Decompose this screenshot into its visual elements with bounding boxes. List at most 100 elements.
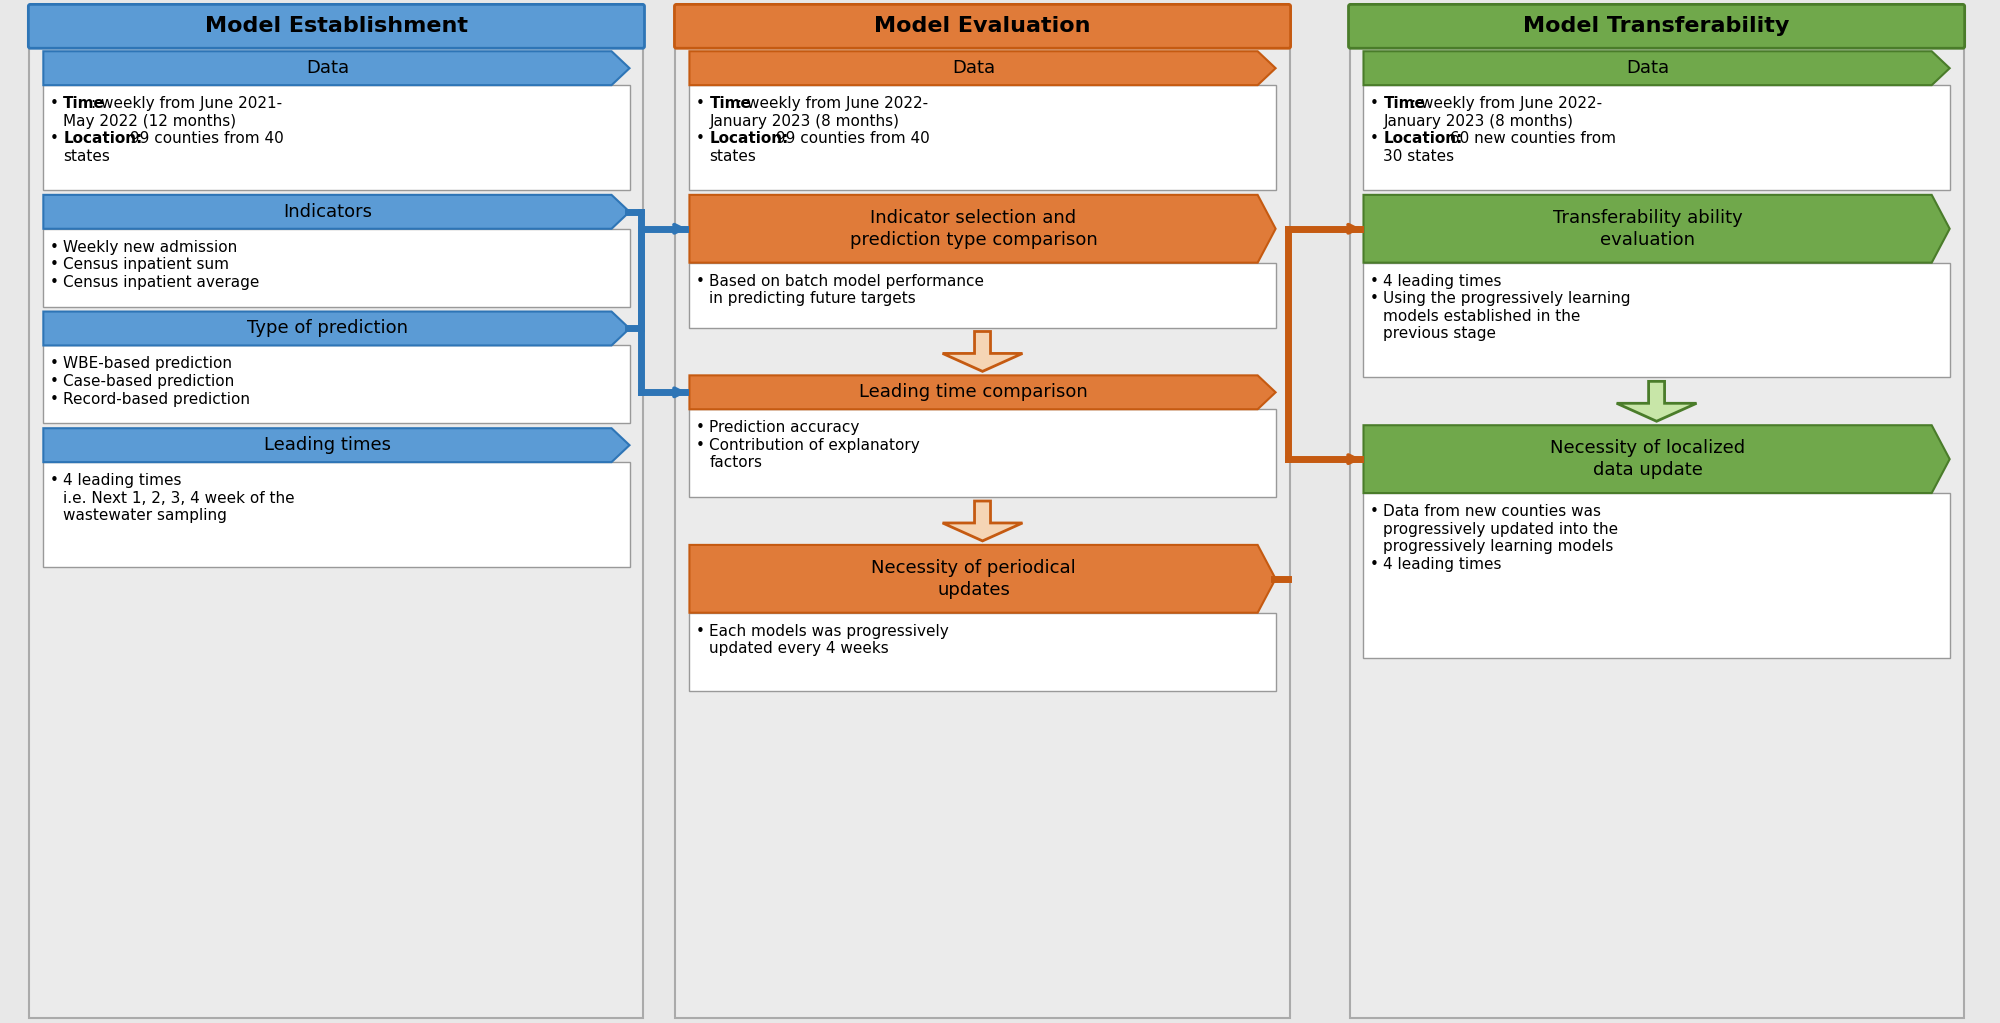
- FancyBboxPatch shape: [1348, 4, 1964, 48]
- Text: 60 new counties from: 60 new counties from: [1444, 131, 1616, 146]
- Text: Record-based prediction: Record-based prediction: [64, 392, 250, 406]
- Text: •: •: [1370, 292, 1378, 306]
- Text: Model Evaluation: Model Evaluation: [874, 16, 1090, 37]
- Text: Model Establishment: Model Establishment: [204, 16, 468, 37]
- Text: updated every 4 weeks: updated every 4 weeks: [710, 641, 890, 656]
- Polygon shape: [44, 429, 630, 462]
- Text: •: •: [50, 239, 58, 255]
- FancyBboxPatch shape: [690, 409, 1276, 497]
- FancyBboxPatch shape: [44, 462, 630, 567]
- Text: •: •: [50, 374, 58, 389]
- Text: Contribution of explanatory: Contribution of explanatory: [710, 438, 920, 453]
- Text: January 2023 (8 months): January 2023 (8 months): [1384, 114, 1574, 129]
- Text: Necessity of localized
data update: Necessity of localized data update: [1550, 439, 1746, 479]
- Text: Model Transferability: Model Transferability: [1524, 16, 1790, 37]
- Text: 4 leading times: 4 leading times: [64, 473, 182, 488]
- Text: : weekly from June 2021-: : weekly from June 2021-: [90, 96, 282, 112]
- Text: Data from new counties was: Data from new counties was: [1384, 504, 1602, 519]
- Text: 4 leading times: 4 leading times: [1384, 273, 1502, 288]
- FancyBboxPatch shape: [30, 5, 644, 1018]
- Polygon shape: [942, 331, 1022, 371]
- Text: Type of prediction: Type of prediction: [246, 319, 408, 338]
- Text: Time: Time: [1384, 96, 1426, 112]
- Text: wastewater sampling: wastewater sampling: [64, 508, 228, 523]
- FancyBboxPatch shape: [690, 85, 1276, 190]
- Text: Location:: Location:: [64, 131, 142, 146]
- FancyBboxPatch shape: [44, 229, 630, 307]
- FancyBboxPatch shape: [28, 4, 644, 48]
- Text: •: •: [1370, 131, 1378, 146]
- Text: Time: Time: [710, 96, 752, 112]
- Text: progressively updated into the: progressively updated into the: [1384, 522, 1618, 537]
- Text: Location:: Location:: [1384, 131, 1462, 146]
- Text: January 2023 (8 months): January 2023 (8 months): [710, 114, 900, 129]
- Text: Census inpatient sum: Census inpatient sum: [64, 258, 230, 272]
- Polygon shape: [690, 51, 1276, 85]
- Polygon shape: [942, 501, 1022, 541]
- Text: 99 counties from 40: 99 counties from 40: [770, 131, 930, 146]
- Text: Indicator selection and
prediction type comparison: Indicator selection and prediction type …: [850, 209, 1098, 249]
- FancyBboxPatch shape: [690, 613, 1276, 691]
- Text: •: •: [696, 624, 704, 638]
- Text: models established in the: models established in the: [1384, 309, 1580, 323]
- Polygon shape: [690, 194, 1276, 263]
- Text: •: •: [1370, 504, 1378, 519]
- Text: •: •: [1370, 96, 1378, 112]
- Text: Based on batch model performance: Based on batch model performance: [710, 273, 984, 288]
- Text: Each models was progressively: Each models was progressively: [710, 624, 950, 638]
- Text: : weekly from June 2022-: : weekly from June 2022-: [736, 96, 928, 112]
- Text: Leading time comparison: Leading time comparison: [860, 384, 1088, 401]
- Polygon shape: [1364, 51, 1950, 85]
- Text: states: states: [710, 148, 756, 164]
- FancyBboxPatch shape: [1364, 85, 1950, 190]
- Text: •: •: [696, 96, 704, 112]
- Text: •: •: [696, 438, 704, 453]
- Text: •: •: [50, 356, 58, 371]
- Polygon shape: [1364, 426, 1950, 493]
- FancyBboxPatch shape: [1350, 5, 1964, 1018]
- Text: Data: Data: [1626, 59, 1670, 77]
- Text: WBE-based prediction: WBE-based prediction: [64, 356, 232, 371]
- Text: i.e. Next 1, 2, 3, 4 week of the: i.e. Next 1, 2, 3, 4 week of the: [64, 491, 294, 505]
- Text: •: •: [50, 275, 58, 290]
- FancyBboxPatch shape: [44, 85, 630, 190]
- FancyBboxPatch shape: [44, 346, 630, 424]
- Text: •: •: [696, 420, 704, 435]
- Text: Transferability ability
evaluation: Transferability ability evaluation: [1552, 209, 1742, 249]
- Polygon shape: [44, 194, 630, 229]
- Text: Prediction accuracy: Prediction accuracy: [710, 420, 860, 435]
- Text: •: •: [696, 273, 704, 288]
- Text: factors: factors: [710, 455, 762, 471]
- Text: in predicting future targets: in predicting future targets: [710, 292, 916, 306]
- FancyBboxPatch shape: [690, 263, 1276, 327]
- Text: Weekly new admission: Weekly new admission: [64, 239, 238, 255]
- Polygon shape: [1364, 194, 1950, 263]
- Text: •: •: [1370, 273, 1378, 288]
- Text: Leading times: Leading times: [264, 436, 390, 454]
- FancyBboxPatch shape: [1364, 493, 1950, 658]
- Text: Location:: Location:: [710, 131, 788, 146]
- Text: Using the progressively learning: Using the progressively learning: [1384, 292, 1630, 306]
- Text: •: •: [50, 392, 58, 406]
- FancyBboxPatch shape: [674, 4, 1290, 48]
- Text: Necessity of periodical
updates: Necessity of periodical updates: [872, 559, 1076, 598]
- Text: Indicators: Indicators: [282, 203, 372, 221]
- Polygon shape: [690, 375, 1276, 409]
- Text: 4 leading times: 4 leading times: [1384, 557, 1502, 572]
- Text: states: states: [64, 148, 110, 164]
- Text: : weekly from June 2022-: : weekly from June 2022-: [1410, 96, 1602, 112]
- Text: Data: Data: [306, 59, 348, 77]
- Polygon shape: [44, 312, 630, 346]
- Text: Data: Data: [952, 59, 996, 77]
- Text: •: •: [696, 131, 704, 146]
- Polygon shape: [1616, 382, 1696, 421]
- Text: progressively learning models: progressively learning models: [1384, 539, 1614, 554]
- Polygon shape: [44, 51, 630, 85]
- Text: Time: Time: [64, 96, 106, 112]
- Text: •: •: [50, 131, 58, 146]
- Text: 99 counties from 40: 99 counties from 40: [124, 131, 284, 146]
- Text: •: •: [1370, 557, 1378, 572]
- Polygon shape: [690, 545, 1276, 613]
- Text: •: •: [50, 258, 58, 272]
- Text: May 2022 (12 months): May 2022 (12 months): [64, 114, 236, 129]
